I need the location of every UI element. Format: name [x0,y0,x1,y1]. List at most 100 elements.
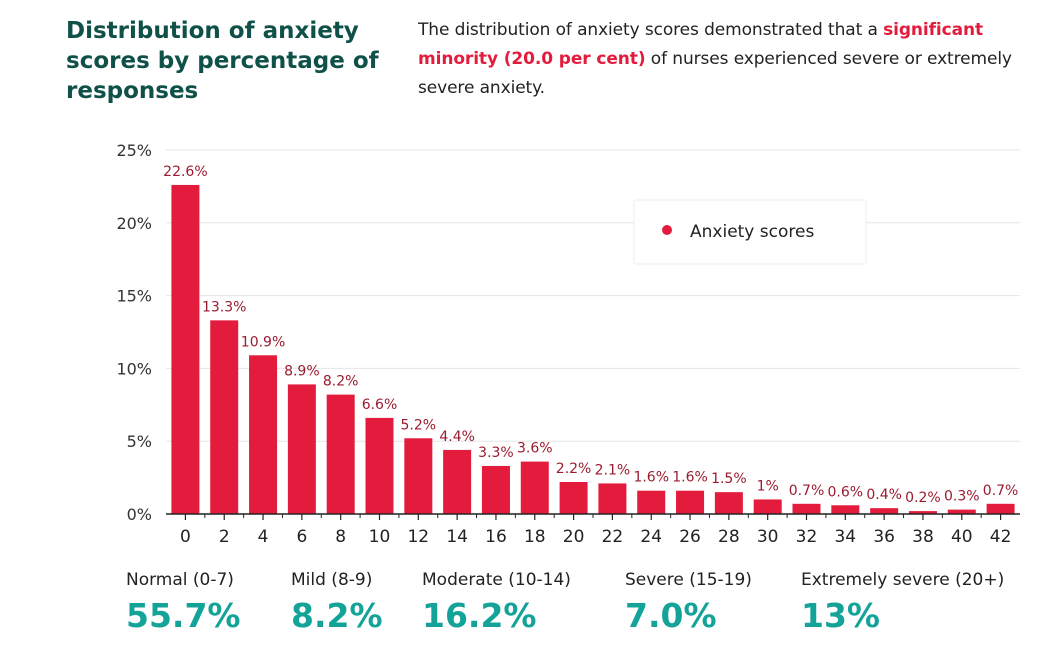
summary-value: 16.2% [422,596,537,635]
x-tick-label: 16 [485,527,507,547]
summary-label: Moderate (10-14) [422,570,571,590]
x-tick-label: 38 [912,527,934,547]
x-tick-label: 18 [524,527,546,547]
bar-value-label: 0.7% [983,483,1019,499]
bar [986,503,1015,514]
bar-value-label: 4.4% [439,429,475,445]
bar-value-label: 10.9% [241,334,285,350]
bar [404,438,433,514]
x-tick-label: 6 [296,527,307,547]
x-axis [166,513,1020,520]
summary-label: Extremely severe (20+) [801,570,1005,590]
x-axis-tick-labels: 0 2 4 6 8 10 12 14 16 18 20 22 24 26 28 30 32 34 36 38 40 42 [180,527,1011,547]
bar [481,465,510,514]
description-text-end: of nurses experienced severe or extremel… [418,49,1012,98]
x-tick-label: 32 [796,527,818,547]
x-tick-label: 30 [757,527,779,547]
summary-label: Mild (8-9) [291,570,373,590]
bar [443,449,472,514]
x-tick-label: 0 [180,527,191,547]
y-tick-label: 0% [127,505,152,524]
summary-normal: Normal (0-7) 55.7% [126,570,241,635]
y-axis-tick-labels: 0% 5% 10% 15% 20% 25% [116,141,152,524]
legend-label: Anxiety scores [690,222,814,242]
bar-value-label: 1% [757,478,779,494]
bar-value-label: 1.6% [633,470,669,486]
bar [520,461,549,514]
category-summary: Normal (0-7) 55.7% Mild (8-9) 8.2% Moder… [0,570,1058,650]
bar-chart: 0% 5% 10% 15% 20% 25% 22.6% 13.3% 10.9% 8.9%8.2%… [116,141,1020,547]
bar-value-label: 22.6% [163,164,207,180]
bar-value-label: 2.1% [595,462,631,478]
bar [753,499,782,514]
x-tick-label: 22 [602,527,624,547]
bar [947,509,976,514]
y-tick-label: 10% [116,359,152,378]
bar [210,320,239,514]
summary-value: 7.0% [625,596,717,635]
summary-label: Normal (0-7) [126,570,234,590]
bar-value-label: 8.2% [323,374,359,390]
bar-value-label: 2.2% [556,461,592,477]
bar-value-label: 1.5% [711,471,747,487]
bar-value-label: 1.6% [672,470,708,486]
x-tick-label: 8 [335,527,346,547]
bar-value-label: 0.3% [944,489,980,505]
chart-title: Distribution of anxiety scores by percen… [66,18,379,104]
x-tick-label: 12 [407,527,429,547]
x-tick-label: 26 [679,527,701,547]
bar [637,490,666,514]
x-tick-label: 42 [990,527,1012,547]
gridlines [166,149,1020,442]
legend: Anxiety scores [633,199,867,265]
summary-value: 55.7% [126,596,241,635]
summary-extremely-severe: Extremely severe (20+) 13% [801,570,1004,635]
x-tick-label: 10 [369,527,391,547]
bar-value-label: 6.6% [362,397,398,413]
bar-value-label: 0.4% [866,487,902,503]
bar [792,503,821,514]
legend-box [633,199,867,265]
y-tick-label: 5% [127,432,152,451]
x-tick-label: 2 [219,527,230,547]
legend-marker [662,225,672,235]
bar-value-label: 0.2% [905,490,941,506]
bar [249,355,278,514]
x-tick-label: 4 [258,527,269,547]
summary-value: 13% [801,596,880,635]
x-tick-label: 28 [718,527,740,547]
bar [365,417,394,514]
y-tick-label: 20% [116,214,152,233]
bar-value-label: 3.3% [478,445,514,461]
bar [714,492,743,514]
bar-value-label: 5.2% [401,417,437,433]
x-tick-label: 14 [446,527,468,547]
description-highlight: significant minority (20.0 per cent) [418,20,984,69]
bars [171,184,1015,514]
bar-value-label: 0.7% [789,483,825,499]
y-tick-label: 25% [116,141,152,160]
bar [908,511,937,514]
summary-moderate: Moderate (10-14) 16.2% [422,570,571,635]
description-text-start: The distribution of anxiety scores demon… [418,20,884,40]
bar [559,481,588,514]
summary-value: 8.2% [291,596,383,635]
x-tick-label: 34 [834,527,856,547]
bar [676,490,705,514]
summary-mild: Mild (8-9) 8.2% [291,570,383,635]
x-tick-label: 40 [951,527,973,547]
x-tick-label: 20 [563,527,585,547]
summary-severe: Severe (15-19) 7.0% [625,570,752,635]
x-tick-label: 36 [873,527,895,547]
bar-value-label: 8.9% [284,363,320,379]
bar [831,505,860,514]
bar [870,508,899,514]
bar [171,184,200,514]
summary-label: Severe (15-19) [625,570,752,590]
bar [287,384,316,514]
chart-description: The distribution of anxiety scores demon… [418,16,1058,103]
x-tick-label: 24 [640,527,662,547]
bar-value-label: 3.6% [517,441,553,457]
bar [598,483,627,514]
bar-value-label: 0.6% [828,484,864,500]
